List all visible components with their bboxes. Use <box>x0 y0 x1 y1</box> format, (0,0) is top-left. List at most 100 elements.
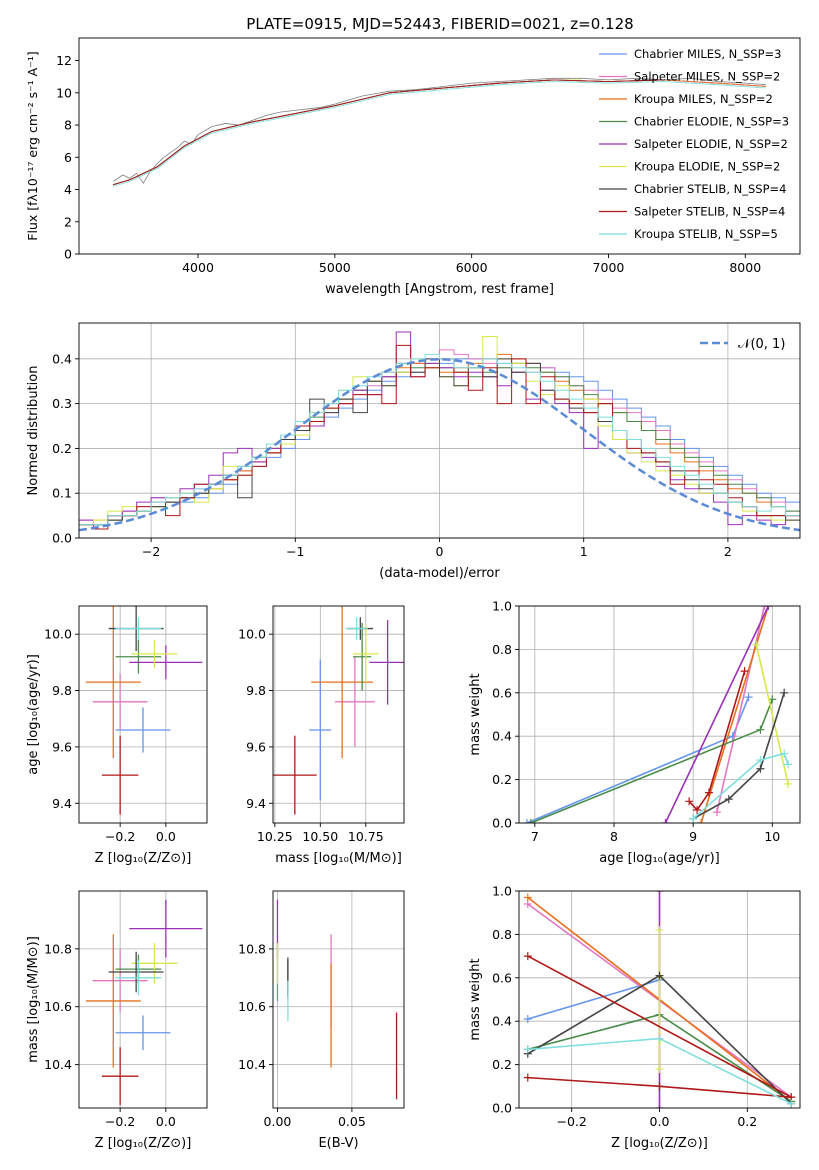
y-tick-label: 9.6 <box>246 739 266 754</box>
axes-frame <box>78 605 208 824</box>
chart-residuals: −2 −1 0 1 2 0.0 0.1 0.2 0.3 0.4 (data-model)/error… <box>26 322 801 581</box>
plot-area <box>273 606 404 815</box>
x-axis-label: mass [log₁₀(M/M⊙)] <box>275 851 402 866</box>
legend-label: Salpeter MILES, N_SSP=2 <box>634 70 780 84</box>
weight-point-marker <box>780 688 789 697</box>
weight-series-4 <box>664 606 770 823</box>
weight-point-marker <box>740 667 749 676</box>
weight-point-marker <box>756 756 765 765</box>
weight-point-marker <box>752 641 761 650</box>
x-tick-label: 8000 <box>729 260 761 275</box>
axes-frame <box>518 605 801 824</box>
x-tick-label: −1 <box>286 544 304 559</box>
legend-label: Salpeter STELIB, N_SSP=4 <box>634 205 785 219</box>
y-tick-label: 10.6 <box>44 999 72 1014</box>
weight-series-3 <box>530 699 774 823</box>
weight-point-marker <box>655 1082 664 1091</box>
weight-point-marker <box>523 893 532 902</box>
model-spectrum-line-8 <box>113 81 766 187</box>
x-axis-label: Z [log₁₀(Z/Z⊙)] <box>611 1136 708 1151</box>
weight-point-marker <box>744 693 753 702</box>
weight-point-marker <box>764 606 773 610</box>
y-axis-label: mass [log₁₀(M/M⊙)] <box>26 936 41 1063</box>
weight-point-marker <box>693 805 702 814</box>
x-tick-label: 4000 <box>182 260 214 275</box>
weight-point-marker <box>787 1099 796 1108</box>
x-tick-label: 9 <box>689 829 697 844</box>
legend-label: 𝒩(0, 1) <box>738 337 785 352</box>
model-spectrum-line-6 <box>113 79 664 186</box>
model-spectrum-line-3 <box>113 79 582 186</box>
x-tick-label: 0.0 <box>156 1114 176 1129</box>
weight-point-marker <box>523 1073 532 1082</box>
y-tick-label: 12 <box>56 53 72 68</box>
y-tick-label: 9.8 <box>246 683 266 698</box>
x-tick-label: 0 <box>436 544 444 559</box>
weight-point-marker <box>689 814 698 823</box>
x-tick-label: 10.25 <box>257 829 293 844</box>
y-tick-label: 4 <box>64 182 72 197</box>
x-tick-label: 0.2 <box>737 1114 757 1129</box>
y-tick-label: 0.0 <box>492 816 512 831</box>
x-tick-label: 0.05 <box>338 1114 366 1129</box>
y-tick-label: 0.2 <box>492 1057 512 1072</box>
x-tick-label: 10 <box>764 829 780 844</box>
figure-title: PLATE=0915, MJD=52443, FIBERID=0021, z=0… <box>246 15 633 33</box>
legend-label: Chabrier MILES, N_SSP=3 <box>634 47 781 61</box>
weight-series-2 <box>700 606 770 823</box>
y-tick-label: 0.0 <box>52 531 72 546</box>
y-tick-label: 9.8 <box>52 683 72 698</box>
x-tick-label: 10.75 <box>348 829 384 844</box>
weight-point-marker <box>655 1034 664 1043</box>
x-axis-label: wavelength [Angstrom, rest frame] <box>325 282 554 297</box>
weight-point-marker <box>760 606 769 610</box>
weight-point-marker <box>655 926 664 935</box>
y-tick-label: 9.4 <box>246 796 266 811</box>
x-tick-label: 10.50 <box>302 829 338 844</box>
y-tick-label: 0.2 <box>492 772 512 787</box>
x-tick-label: 0.0 <box>156 829 176 844</box>
y-tick-label: 10.4 <box>238 1057 266 1072</box>
weight-series-6 <box>692 692 785 820</box>
y-tick-label: 2 <box>64 214 72 229</box>
y-tick-label: 9.6 <box>52 739 72 754</box>
plot-area <box>85 899 203 1106</box>
weight-point-marker <box>655 1104 664 1108</box>
y-tick-label: 0.6 <box>492 685 512 700</box>
legend-label: Kroupa MILES, N_SSP=2 <box>634 92 773 106</box>
y-tick-label: 10.8 <box>238 941 266 956</box>
weight-point-marker <box>655 891 664 895</box>
axes-frame <box>78 37 801 255</box>
legend-label: Kroupa STELIB, N_SSP=5 <box>634 227 778 241</box>
weight-point-marker <box>697 819 706 823</box>
weight-series-0 <box>527 979 660 1020</box>
model-spectrum-line-5 <box>113 79 582 186</box>
weight-series-8 <box>692 752 789 820</box>
weight-point-marker <box>756 725 765 734</box>
x-axis-label: Z [log₁₀(Z/Z⊙)] <box>95 1136 192 1151</box>
weight-point-marker <box>523 1045 532 1054</box>
weight-point-marker <box>661 819 670 823</box>
y-tick-label: 10.0 <box>238 627 266 642</box>
chart-mass-vs-ebv: 0.00 0.05 10.4 10.6 10.8 E(B-V) <box>238 890 405 1151</box>
y-tick-label: 0.0 <box>492 1101 512 1116</box>
y-tick-label: 0.6 <box>492 970 512 985</box>
x-axis-label: (data-model)/error <box>379 566 500 581</box>
weight-point-marker <box>784 760 793 769</box>
weight-point-marker <box>724 795 733 804</box>
legend-label: Chabrier STELIB, N_SSP=4 <box>634 182 786 196</box>
plot-area <box>276 899 398 1100</box>
axes-frame <box>272 890 405 1109</box>
y-axis-label: mass weight <box>468 673 483 755</box>
weight-point-marker <box>704 788 713 797</box>
x-axis-label: E(B-V) <box>318 1136 358 1151</box>
y-tick-label: 1.0 <box>492 599 512 614</box>
axes-frame <box>272 605 405 824</box>
weight-point-marker <box>526 819 535 823</box>
observed-spectrum-line <box>112 77 766 184</box>
model-spectrum-line-7 <box>113 79 664 186</box>
plot-area <box>522 606 793 823</box>
plot-area <box>85 606 203 815</box>
x-tick-label: 7 <box>531 829 539 844</box>
y-tick-label: 0.4 <box>492 729 512 744</box>
